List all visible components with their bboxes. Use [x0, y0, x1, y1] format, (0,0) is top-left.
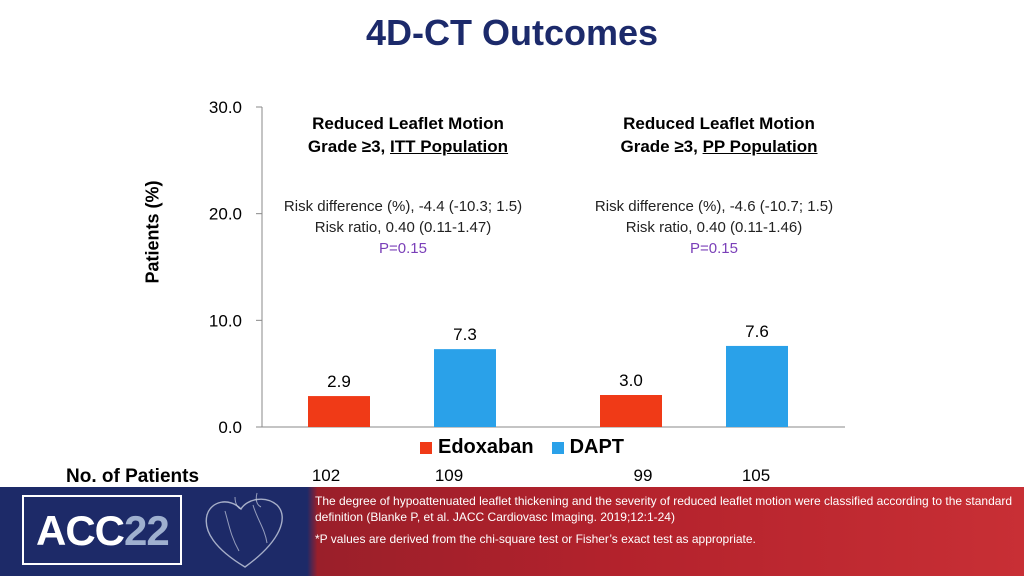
acc-logo: ACC22: [36, 507, 170, 555]
data-label: 2.9: [327, 372, 351, 391]
risk-difference-pp: Risk difference (%), -4.6 (-10.7; 1.5): [594, 198, 834, 215]
legend-label-dapt: DAPT: [569, 436, 625, 458]
bar-dapt: [434, 349, 496, 427]
y-tick-label: 10.0: [209, 311, 242, 330]
footer-notes: The degree of hypoattenuated leaflet thi…: [315, 493, 1015, 553]
patient-count: 109: [434, 466, 464, 485]
legend-label-edoxaban: Edoxaban: [438, 436, 534, 458]
legend-swatch-dapt: [551, 441, 564, 454]
group-title-pp-population: PP Population: [702, 137, 818, 156]
group-title-itt: Reduced Leaflet Motion Grade ≥3, ITT Pop…: [258, 112, 558, 158]
acc-logo-number: 22: [124, 507, 170, 554]
legend-item-dapt: DAPT: [551, 436, 625, 459]
group-title-pp-line1: Reduced Leaflet Motion: [623, 114, 815, 133]
page-title: 4D-CT Outcomes: [365, 12, 659, 53]
legend-item-edoxaban: Edoxaban: [420, 436, 534, 459]
bar-edoxaban: [600, 395, 662, 427]
bar-chart: 0.0 10.0 20.0 30.0 2.9 7.3 3.0 7.6: [209, 98, 845, 437]
data-label: 3.0: [619, 371, 643, 390]
group-title-pp-prefix: Grade ≥3,: [620, 137, 703, 156]
p-value-itt: P=0.15: [379, 240, 427, 257]
acc-logo-text: ACC: [36, 507, 125, 554]
y-tick-label: 0.0: [218, 418, 242, 437]
risk-ratio-pp: Risk ratio, 0.40 (0.11-1.46): [625, 219, 803, 236]
footer-logo-area: ACC22: [0, 487, 305, 576]
risk-ratio-itt: Risk ratio, 0.40 (0.11-1.47): [314, 219, 492, 236]
patients-label: No. of Patients: [66, 466, 200, 487]
acc-logo-frame: [22, 495, 182, 565]
group-stats-itt: Risk difference (%), -4.4 (-10.3; 1.5) R…: [243, 196, 563, 259]
y-axis-label: Patients (%): [142, 180, 163, 284]
footer-note-pvalues: *P values are derived from the chi-squar…: [315, 532, 756, 546]
y-tick-label: 20.0: [209, 205, 242, 224]
footer-banner: ACC22 The degree of hypoattenuated leafl…: [0, 487, 1024, 576]
legend-swatch-edoxaban: [420, 441, 432, 454]
patient-count: 99: [633, 466, 653, 485]
group-title-itt-population: ITT Population: [390, 137, 509, 156]
heart-outline-icon: [205, 492, 283, 568]
data-label: 7.3: [453, 325, 477, 344]
group-stats-pp: Risk difference (%), -4.6 (-10.7; 1.5) R…: [554, 196, 874, 259]
p-value-pp: P=0.15: [690, 240, 738, 257]
patient-count: 105: [741, 466, 771, 485]
group-title-pp: Reduced Leaflet Motion Grade ≥3, PP Popu…: [569, 112, 869, 158]
chart-legend: Edoxaban DAPT: [420, 436, 642, 459]
data-label: 7.6: [745, 322, 769, 341]
footer-note-definition: The degree of hypoattenuated leaflet thi…: [315, 494, 1013, 524]
bar-dapt: [726, 345, 788, 427]
y-tick-label: 30.0: [209, 98, 242, 117]
group-title-itt-prefix: Grade ≥3,: [307, 137, 391, 156]
patient-count: 102: [311, 466, 341, 485]
risk-difference-itt: Risk difference (%), -4.4 (-10.3; 1.5): [283, 198, 523, 215]
group-title-itt-line1: Reduced Leaflet Motion: [312, 114, 504, 133]
bar-edoxaban: [308, 396, 370, 427]
